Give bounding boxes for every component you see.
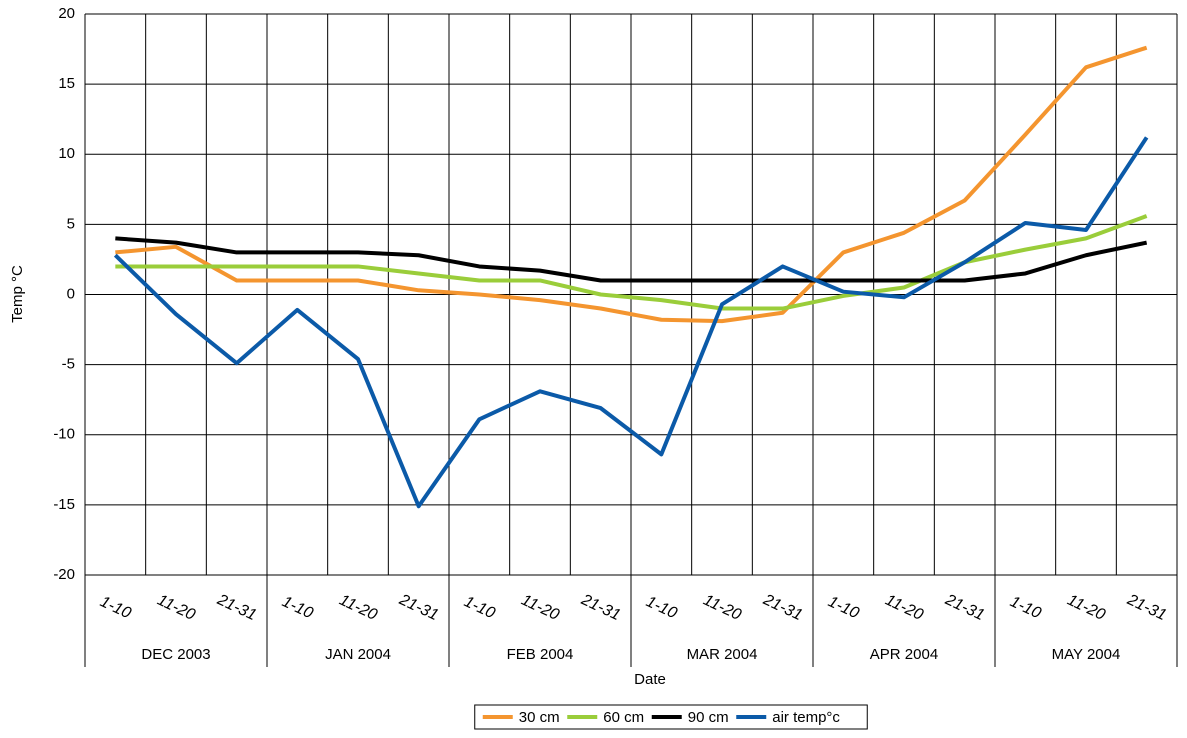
y-tick-label: 10 — [58, 145, 75, 162]
x-tick-label: 21-31 — [942, 591, 987, 624]
x-tick-label: 11-20 — [155, 592, 198, 624]
group-label: FEB 2004 — [507, 646, 574, 663]
y-tick-label: -20 — [53, 566, 75, 583]
x-tick-label: 1-10 — [1007, 593, 1043, 622]
legend-label: 60 cm — [603, 709, 644, 726]
legend-label: 90 cm — [688, 709, 729, 726]
x-tick-label: 1-10 — [279, 593, 315, 622]
x-tick-label: 11-20 — [701, 592, 744, 624]
x-tick-label: 11-20 — [1065, 592, 1108, 624]
y-tick-label: 15 — [58, 75, 75, 92]
y-axis-label: Temp °C — [9, 265, 26, 323]
x-tick-label: 1-10 — [97, 593, 133, 622]
group-label: JAN 2004 — [325, 646, 391, 663]
x-tick-label: 11-20 — [519, 592, 562, 624]
series-line — [115, 45, 1148, 324]
x-tick-label: 1-10 — [825, 593, 861, 622]
group-label: MAY 2004 — [1052, 646, 1121, 663]
x-tick-label: 11-20 — [883, 592, 926, 624]
y-tick-label: 5 — [67, 215, 75, 232]
x-axis-label: Date — [634, 671, 666, 688]
series-line — [115, 214, 1148, 311]
group-label: MAR 2004 — [687, 646, 758, 663]
x-tick-label: 21-31 — [760, 591, 805, 624]
x-tick-label: 11-20 — [337, 592, 380, 624]
group-label: APR 2004 — [870, 646, 938, 663]
y-tick-label: -15 — [53, 496, 75, 513]
y-tick-label: 0 — [67, 285, 75, 302]
group-label: DEC 2003 — [141, 646, 210, 663]
y-tick-label: 20 — [58, 5, 75, 22]
x-tick-label: 21-31 — [1124, 591, 1169, 624]
y-tick-label: -10 — [53, 426, 75, 443]
legend-label: air temp°c — [772, 709, 840, 726]
y-tick-label: -5 — [62, 356, 75, 373]
x-tick-label: 21-31 — [578, 591, 623, 624]
x-tick-label: 21-31 — [396, 591, 441, 624]
x-tick-label: 21-31 — [214, 591, 259, 624]
series-line — [115, 236, 1148, 283]
legend-label: 30 cm — [519, 709, 560, 726]
x-tick-label: 1-10 — [643, 593, 679, 622]
series-line — [113, 136, 1149, 509]
x-tick-label: 1-10 — [461, 593, 497, 622]
